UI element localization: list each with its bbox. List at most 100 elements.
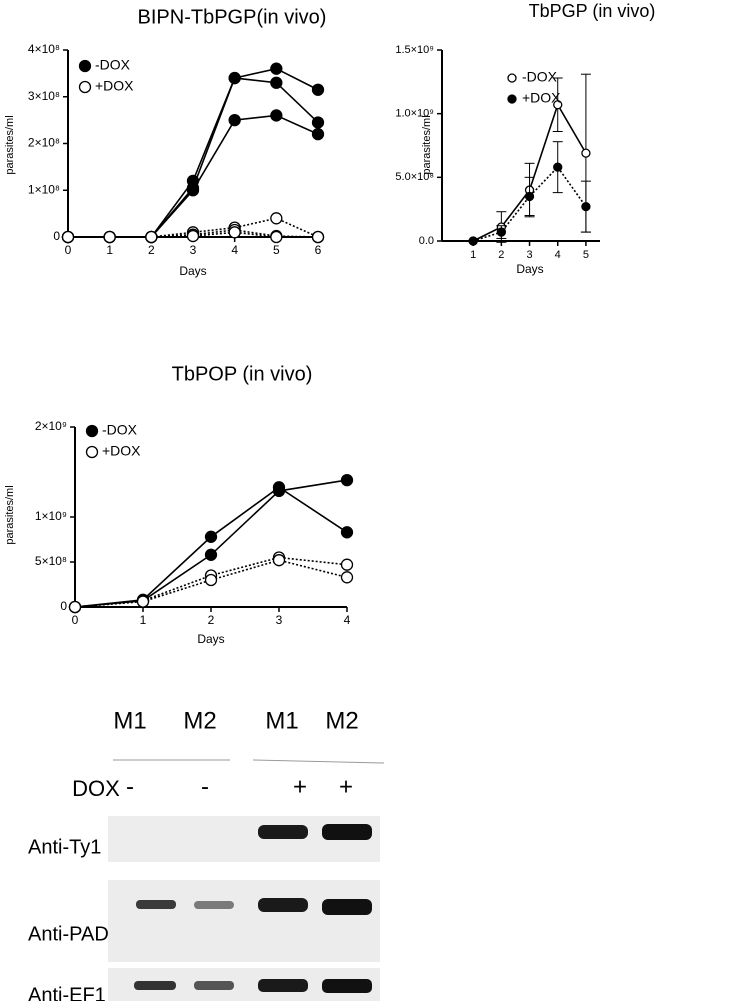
dox-label: DOX [72, 776, 120, 801]
y-tick-label: 0 [60, 599, 67, 613]
row-label: Anti-Ty1 [28, 836, 101, 858]
x-tick-label: 2 [498, 249, 504, 261]
x-axis-label: Days [516, 262, 543, 276]
data-point [553, 100, 563, 110]
band [136, 900, 176, 909]
y-axis-label: parasites/ml [4, 485, 16, 544]
lane-label: M2 [183, 707, 216, 734]
legend-marker [78, 59, 92, 73]
legend-marker [85, 445, 99, 459]
y-tick-label: 2×10⁹ [35, 419, 67, 433]
x-tick-label: 5 [273, 243, 280, 257]
data-point [340, 473, 354, 487]
data-point [270, 62, 283, 75]
data-point [524, 191, 535, 202]
x-tick-label: 1 [106, 243, 113, 257]
x-axis-label: Days [197, 632, 224, 646]
series-line [74, 559, 348, 608]
x-tick-label: 1 [140, 613, 147, 627]
data-point [204, 548, 218, 561]
legend-label: +DOX [102, 443, 141, 459]
data-point [270, 212, 283, 225]
data-point [272, 554, 286, 567]
data-point [340, 571, 354, 584]
legend-label: -DOX [102, 422, 138, 438]
data-point [103, 230, 116, 244]
y-tick-label: 0 [53, 229, 60, 243]
row-label: Anti-PAD1 [28, 923, 120, 945]
data-point [228, 226, 241, 239]
band [322, 824, 372, 840]
data-point [311, 230, 325, 244]
legend-marker [85, 424, 99, 438]
x-tick-label: 0 [72, 613, 79, 627]
group-divider [252, 759, 385, 764]
band [258, 898, 308, 912]
data-point [311, 127, 325, 141]
band [258, 979, 308, 992]
chart-title: TbPGP (in vivo) [529, 1, 656, 21]
legend-marker [507, 73, 517, 83]
data-point [270, 230, 283, 244]
data-point [68, 600, 82, 614]
row-label: Anti-EF1 [28, 984, 106, 1001]
y-tick-label: 5×10⁸ [35, 554, 67, 568]
lane-label: M1 [265, 707, 298, 734]
x-tick-label: 0 [65, 243, 72, 257]
y-axis-label: parasites/ml [421, 115, 433, 174]
data-point [61, 230, 75, 244]
data-point [270, 76, 283, 89]
y-tick-label: 1×10⁹ [35, 509, 67, 523]
y-tick-label: 1.5×10⁹ [395, 44, 434, 56]
data-point [204, 530, 218, 543]
legend-label: -DOX [95, 57, 131, 73]
dox-sign: + [339, 773, 353, 800]
data-point [340, 558, 354, 571]
x-tick-label: 4 [231, 243, 238, 257]
chart-title: TbPOP (in vivo) [172, 363, 313, 385]
x-tick-label: 3 [190, 243, 197, 257]
data-point [145, 230, 158, 244]
x-tick-label: 4 [555, 249, 561, 261]
x-tick-label: 4 [344, 613, 351, 627]
x-axis-label: Days [179, 264, 206, 278]
western-blot: M1 M2 M1 M2 DOX - - + + Anti-Ty1 Anti-PA… [28, 707, 385, 1001]
series-line [68, 77, 319, 238]
y-tick-label: 4×10⁸ [28, 42, 60, 56]
dox-sign: - [201, 773, 209, 800]
series-line [74, 479, 348, 608]
data-point [311, 116, 325, 129]
band [134, 981, 176, 990]
chart-title: BIPN-TbPGP(in vivo) [138, 6, 327, 28]
legend-label: -DOX [522, 69, 558, 85]
y-tick-label: 3×10⁸ [28, 89, 60, 103]
data-point [581, 201, 591, 212]
x-tick-label: 6 [315, 243, 322, 257]
data-point [272, 484, 286, 498]
data-point [186, 184, 200, 197]
data-point [340, 526, 354, 539]
series-line [68, 67, 319, 238]
dox-sign: + [293, 773, 307, 800]
band [258, 825, 308, 839]
y-tick-label: 1×10⁸ [28, 182, 60, 196]
data-point [136, 595, 150, 608]
lane-label: M1 [113, 707, 146, 734]
data-point [270, 109, 283, 122]
y-axis-label: parasites/ml [4, 115, 16, 174]
legend-label: +DOX [522, 90, 561, 106]
data-point [186, 229, 200, 243]
band [194, 901, 234, 909]
x-tick-label: 3 [276, 613, 283, 627]
legend-marker [507, 94, 517, 104]
series-line [74, 486, 348, 608]
x-tick-label: 5 [583, 249, 589, 261]
data-point [496, 227, 507, 237]
data-point [553, 162, 563, 172]
y-tick-label: 0.0 [419, 235, 434, 247]
data-point [468, 236, 478, 246]
x-tick-label: 1 [470, 249, 476, 261]
data-point [581, 148, 591, 158]
x-tick-label: 2 [148, 243, 155, 257]
